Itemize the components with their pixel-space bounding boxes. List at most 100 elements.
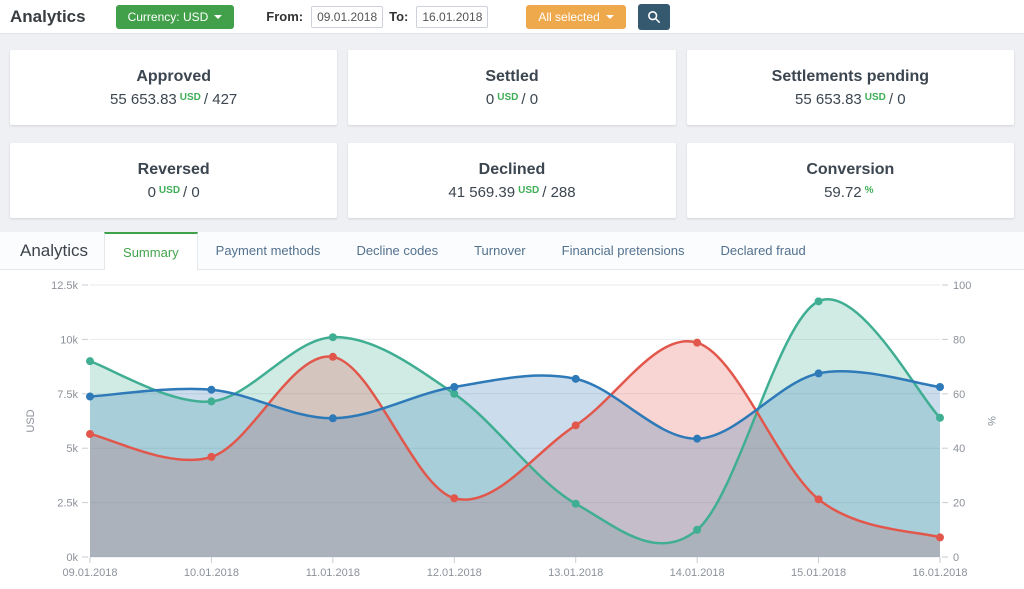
stat-amount: 41 569.39 xyxy=(448,183,516,201)
x-axis-label: 11.01.2018 xyxy=(306,567,360,579)
series-declined-usd-line xyxy=(88,339,942,539)
series-conversion-pct-area xyxy=(90,371,940,557)
series-declined-usd-point[interactable] xyxy=(86,430,94,439)
y-axis-label-left: 0k xyxy=(66,552,78,564)
to-date-input[interactable] xyxy=(416,5,489,28)
stat-card-value: 59.72% xyxy=(824,184,876,201)
stat-currency: USD xyxy=(518,184,540,196)
x-axis-label: 12.01.2018 xyxy=(427,567,482,579)
stat-card-title: Settlements pending xyxy=(771,67,929,85)
stat-amount: 0 xyxy=(147,183,156,201)
series-approved-usd-point[interactable] xyxy=(207,397,216,406)
search-button[interactable] xyxy=(637,3,670,30)
stat-currency: % xyxy=(864,184,874,196)
tab-payment-methods[interactable]: Payment methods xyxy=(198,232,339,269)
tab-financial-pretensions[interactable]: Financial pretensions xyxy=(544,232,703,269)
chevron-down-icon xyxy=(605,14,614,19)
series-conversion-pct-point[interactable] xyxy=(450,383,459,391)
series-declined-usd-point[interactable] xyxy=(693,338,702,347)
analytics-tabstrip: Analytics Summary Payment methods Declin… xyxy=(0,232,1024,270)
series-approved-usd-point[interactable] xyxy=(814,297,823,306)
filter-dropdown[interactable]: All selected xyxy=(526,4,626,29)
series-approved-usd-area xyxy=(90,299,940,557)
currency-dropdown-label: Currency: USD xyxy=(127,9,209,24)
y-axis-label-right: 20 xyxy=(953,498,965,510)
x-axis-label: 09.01.2018 xyxy=(62,567,117,579)
stat-currency: USD xyxy=(497,91,519,103)
stat-count: / 288 xyxy=(542,183,576,201)
section-title: Analytics xyxy=(20,240,89,260)
series-conversion-pct-point[interactable] xyxy=(571,374,580,383)
stat-cards: Approved 55 653.83 USD/ 427 Settled 0 USD /… xyxy=(0,34,1024,232)
x-axis-label: 13.01.2018 xyxy=(548,567,603,579)
stat-card-value: 0 USD/ 0 xyxy=(148,184,200,201)
tab-label: Payment methods xyxy=(215,243,321,258)
y-axis-label-left: 10k xyxy=(60,334,78,346)
series-declined-usd-point[interactable] xyxy=(328,352,337,361)
series-declined-usd-point[interactable] xyxy=(207,452,216,461)
series-approved-usd-point[interactable] xyxy=(86,357,94,366)
y-axis-label-left: 5k xyxy=(66,443,78,455)
series-approved-usd-point[interactable] xyxy=(693,525,702,534)
x-axis-label: 15.01.2018 xyxy=(791,567,846,579)
tab-declared-fraud[interactable]: Declared fraud xyxy=(703,232,824,269)
tab-label: Summary xyxy=(123,244,179,260)
stat-card-title: Reversed xyxy=(137,160,210,178)
stat-card-title: Conversion xyxy=(806,160,895,178)
stat-card-conversion: Conversion 59.72% xyxy=(686,143,1014,218)
stat-card-approved: Approved 55 653.83 USD/ 427 xyxy=(10,50,338,125)
y-axis-label-right: 60 xyxy=(953,389,965,401)
series-conversion-pct-point[interactable] xyxy=(207,385,216,394)
series-conversion-pct-point[interactable] xyxy=(814,369,823,378)
tab-decline-codes[interactable]: Decline codes xyxy=(338,232,456,269)
topbar: Analytics Currency: USD From: To: All se… xyxy=(0,0,1024,34)
from-date-input[interactable] xyxy=(311,5,384,28)
series-conversion-pct-point[interactable] xyxy=(86,392,94,401)
series-conversion-pct-point[interactable] xyxy=(693,434,702,443)
series-conversion-pct-line xyxy=(88,370,942,440)
series-approved-usd-point[interactable] xyxy=(936,413,944,422)
series-declined-usd-point[interactable] xyxy=(814,495,823,504)
summary-chart-panel: 0k 0 2.5k 20 5k 40 7.5k 60 10k 80 12.5k 100 09.01.20… xyxy=(0,270,1024,589)
tab-label: Decline codes xyxy=(356,243,439,258)
x-axis-label: 14.01.2018 xyxy=(670,567,725,579)
series-conversion-pct-point[interactable] xyxy=(936,383,944,391)
stat-amount: 0 xyxy=(485,90,495,108)
stat-card-title: Settled xyxy=(485,67,539,85)
page-title: Analytics xyxy=(10,6,86,26)
series-declined-usd-area xyxy=(90,341,940,557)
y-axis-title-right: % xyxy=(985,416,997,426)
y-axis-label-right: 0 xyxy=(953,552,959,564)
stat-count: / 427 xyxy=(203,90,238,108)
x-axis-label: 16.01.2018 xyxy=(912,567,967,579)
stat-card-settled: Settled 0 USD/ 0 xyxy=(348,50,676,125)
y-axis-label-left: 7.5k xyxy=(57,389,78,401)
tab-summary[interactable]: Summary xyxy=(104,232,198,270)
y-axis-title-left: USD xyxy=(25,409,37,432)
y-axis-label-left: 2.5k xyxy=(57,498,78,510)
series-approved-usd-point[interactable] xyxy=(328,333,337,342)
series-declined-usd-point[interactable] xyxy=(450,494,459,503)
x-axis-label: 10.01.2018 xyxy=(184,567,239,579)
stat-amount: 55 653.83 xyxy=(110,90,177,108)
series-conversion-pct-point[interactable] xyxy=(328,414,337,423)
stat-currency: USD xyxy=(179,91,201,103)
stat-card-title: Declined xyxy=(478,160,546,178)
to-label: To: xyxy=(389,9,409,24)
tab-turnover[interactable]: Turnover xyxy=(456,232,544,269)
series-approved-usd-point[interactable] xyxy=(571,499,580,508)
stat-amount: 59.72 xyxy=(824,183,862,201)
series-approved-usd-point[interactable] xyxy=(450,389,459,398)
currency-dropdown[interactable]: Currency: USD xyxy=(115,4,235,29)
series-declined-usd-point[interactable] xyxy=(936,533,944,542)
tab-label: Financial pretensions xyxy=(561,243,685,258)
y-axis-label-right: 40 xyxy=(953,443,965,455)
stat-card-settlements-pending: Settlements pending 55 653.83 USD/ 0 xyxy=(686,50,1014,125)
stat-card-reversed: Reversed 0 USD/ 0 xyxy=(10,143,338,218)
stat-currency: USD xyxy=(158,184,181,196)
y-axis-label-right: 100 xyxy=(953,280,971,292)
y-axis-label-left: 12.5k xyxy=(51,280,78,292)
stat-card-value: 0 USD/ 0 xyxy=(486,91,538,108)
stat-card-declined: Declined 41 569.39 USD/ 288 xyxy=(348,143,676,218)
series-declined-usd-point[interactable] xyxy=(571,421,580,430)
